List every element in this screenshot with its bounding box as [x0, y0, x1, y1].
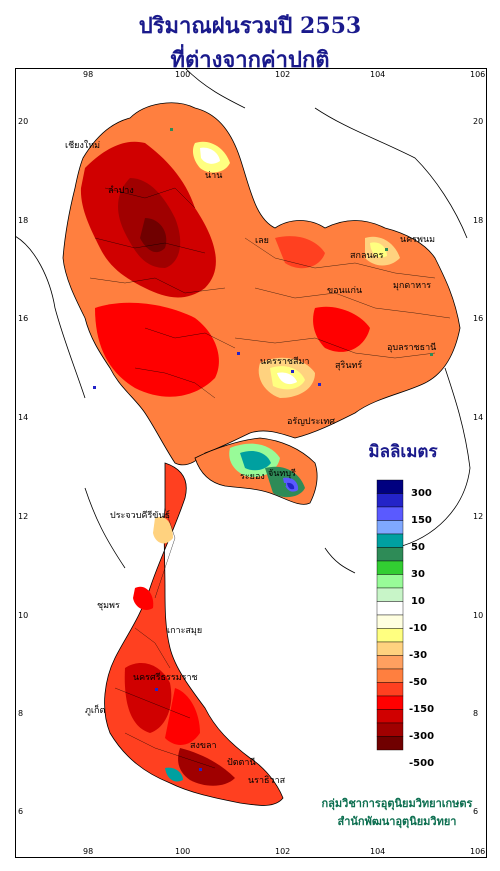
legend-tick: 300	[411, 488, 432, 499]
lon-tick-label: 106	[470, 70, 485, 79]
place-labels: เชียงใหม่ ลำปาง น่าน เลย นครพนม สกลนคร ม…	[65, 140, 436, 786]
place-label: นครราชสีมา	[260, 356, 309, 367]
lat-tick-label: 10	[18, 611, 28, 620]
lat-tick-label: 10	[473, 611, 483, 620]
legend-tick: 30	[411, 569, 425, 580]
legend-swatch	[376, 479, 404, 494]
legend-tick: -50	[409, 677, 427, 688]
legend-swatch	[376, 655, 404, 670]
lat-tick-label: 20	[18, 117, 28, 126]
credit-line1: กลุ่มวิชาการอุตุนิยมวิทยาเกษตร	[321, 797, 473, 810]
lon-tick-label: 102	[275, 847, 290, 856]
neighbour-borders	[15, 68, 471, 574]
legend-color-bar	[376, 479, 404, 751]
legend-swatch	[376, 668, 404, 683]
lon-tick-label: 98	[83, 70, 93, 79]
legend-tick: -300	[409, 731, 434, 742]
legend-swatch	[376, 520, 404, 535]
legend-title: มิลลิเมตร	[368, 442, 438, 462]
lon-tick-label: 102	[275, 70, 290, 79]
legend-swatch	[376, 614, 404, 629]
place-label: เกาะสมุย	[167, 626, 202, 636]
legend-tick: -150	[409, 704, 434, 715]
lon-tick-label: 100	[175, 70, 190, 79]
legend-tick: 50	[411, 542, 425, 553]
latitude-ticks: 20 18 16 14 12 10 8 6 20 18 16 14 12 10 …	[18, 117, 483, 816]
legend-swatch	[376, 493, 404, 508]
place-label: ปัตตานี	[227, 757, 256, 768]
lon-tick-label: 100	[175, 847, 190, 856]
legend-swatch	[376, 682, 404, 697]
place-label: เลย	[255, 236, 269, 246]
credit-line2: สำนักพัฒนาอุตุนิยมวิทยา	[337, 815, 457, 828]
legend-swatch	[376, 533, 404, 548]
legend-swatch	[376, 695, 404, 710]
station-markers	[93, 128, 433, 771]
lat-tick-label: 6	[18, 807, 23, 816]
lat-tick-label: 16	[473, 314, 483, 323]
place-label: ระยอง	[240, 472, 265, 482]
legend-swatch	[376, 560, 404, 575]
lat-tick-label: 14	[473, 413, 483, 422]
lon-tick-label: 98	[83, 847, 93, 856]
place-label: เชียงใหม่	[65, 140, 100, 151]
place-label: ชุมพร	[97, 601, 120, 611]
place-label: สกลนคร	[350, 251, 384, 261]
province-lines	[89, 187, 451, 769]
legend-swatch	[376, 722, 404, 737]
place-label: อุบลราชธานี	[387, 342, 436, 353]
place-label: ลำปาง	[108, 185, 134, 196]
lat-tick-label: 18	[473, 216, 483, 225]
lat-tick-label: 12	[473, 512, 483, 521]
lat-tick-label: 8	[473, 709, 478, 718]
place-label: ขอนแก่น	[327, 286, 362, 296]
legend-tick: -30	[409, 650, 427, 661]
legend-tick: 150	[411, 515, 432, 526]
lat-tick-label: 16	[18, 314, 28, 323]
legend-swatch	[376, 587, 404, 602]
place-label: ภูเก็ต	[85, 703, 105, 716]
legend-swatch	[376, 641, 404, 656]
place-label: จันทบุรี	[268, 468, 296, 479]
legend-swatch	[376, 601, 404, 616]
lat-tick-label: 20	[473, 117, 483, 126]
lat-tick-label: 6	[473, 807, 478, 816]
legend-tick: -10	[409, 623, 427, 634]
legend-swatch	[376, 574, 404, 589]
lat-tick-label: 12	[18, 512, 28, 521]
lat-tick-label: 8	[18, 709, 23, 718]
place-label: ประจวบคีรีขันธ์	[110, 509, 170, 521]
lon-tick-label: 104	[370, 70, 385, 79]
place-label: นครศรีธรรมราช	[133, 672, 198, 683]
lat-tick-label: 14	[18, 413, 28, 422]
map-title-line1: ปริมาณฝนรวมปี 2553	[138, 13, 362, 39]
place-label: สงขลา	[190, 741, 217, 751]
legend-swatch	[376, 547, 404, 562]
lon-tick-label: 106	[470, 847, 485, 856]
lat-tick-label: 18	[18, 216, 28, 225]
longitude-ticks: 98 100 102 104 106 98 100 102 104 106	[83, 70, 485, 856]
place-label: นราธิวาส	[248, 775, 286, 786]
legend-tick: -500	[409, 758, 434, 769]
legend-tick: 10	[411, 596, 425, 607]
place-label: สุรินทร์	[335, 359, 362, 371]
lon-tick-label: 104	[370, 847, 385, 856]
place-label: นครพนม	[400, 235, 435, 245]
legend-swatch	[376, 628, 404, 643]
place-label: อรัญประเทศ	[287, 417, 335, 427]
legend-swatch	[376, 736, 404, 751]
thailand-rainfall-map	[62, 102, 461, 806]
place-label: น่าน	[205, 171, 222, 181]
legend-swatch	[376, 506, 404, 521]
map-frame: เชียงใหม่ ลำปาง น่าน เลย นครพนม สกลนคร ม…	[15, 68, 487, 858]
legend-swatch	[376, 709, 404, 724]
place-label: มุกดาหาร	[393, 281, 431, 291]
legend-tick-labels: 300 150 50 30 10 -10 -30 -50 -150 -300 -…	[409, 488, 434, 769]
